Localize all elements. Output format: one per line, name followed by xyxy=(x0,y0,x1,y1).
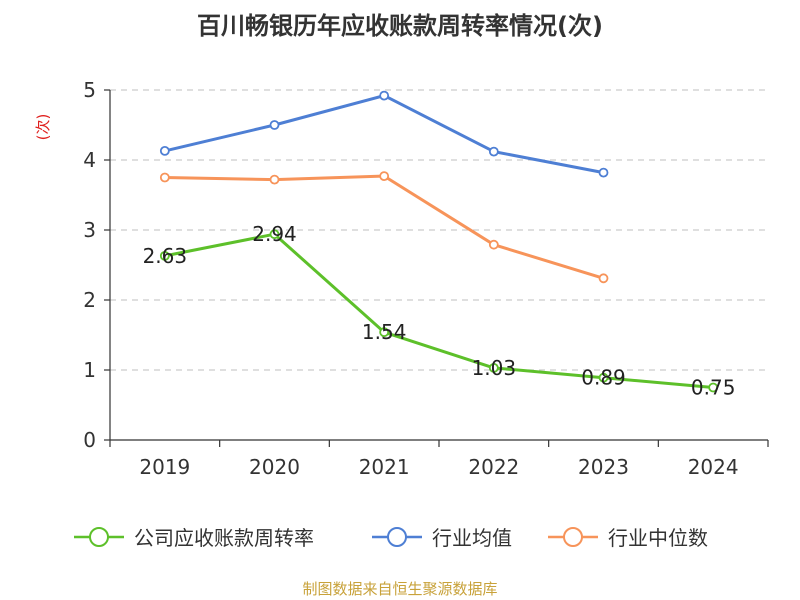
series-1-point-2023 xyxy=(598,167,609,178)
series-2-point-2021 xyxy=(379,171,390,182)
data-label-2019: 2.63 xyxy=(143,244,188,268)
axes: 0 1 2 3 4 5 2019 2020 2021 2022 2023 2024 xyxy=(83,78,769,479)
y-tick-label-0: 0 xyxy=(83,428,96,452)
data-label-2024: 0.75 xyxy=(691,376,736,400)
y-axis-unit: (次) xyxy=(34,114,52,141)
data-label-2020: 2.94 xyxy=(252,222,297,246)
series-2-point-2022 xyxy=(488,239,499,250)
series-0-point-2019 xyxy=(159,250,170,261)
legend-label-1: 行业均值 xyxy=(432,526,512,550)
legend-marker-0 xyxy=(89,527,109,547)
data-source-note: 制图数据来自恒生聚源数据库 xyxy=(302,580,497,598)
x-tick-label-2023: 2023 xyxy=(578,455,629,479)
series-1-point-2020 xyxy=(269,120,280,130)
x-tick-label-2024: 2024 xyxy=(688,455,739,479)
series-2-point-2023 xyxy=(598,273,609,284)
legend-marker-2 xyxy=(563,527,583,547)
series-line-0 xyxy=(164,232,714,389)
y-tick-label-4: 4 xyxy=(83,148,96,172)
data-label-2021: 1.54 xyxy=(362,320,407,344)
data-labels: 2.63 2.94 1.54 1.03 0.89 0.75 xyxy=(143,222,736,399)
data-label-2023: 0.89 xyxy=(581,366,626,390)
x-tick-label-2021: 2021 xyxy=(359,455,410,479)
series-0-point-2022 xyxy=(488,362,499,373)
series-line-2 xyxy=(164,174,604,280)
y-tick-label-2: 2 xyxy=(83,288,96,312)
series-1-point-2022 xyxy=(488,146,499,157)
chart-title: 百川畅银历年应收账款周转率情况(次) xyxy=(197,12,603,40)
legend-marker-1 xyxy=(387,527,407,547)
series-line-1 xyxy=(164,94,604,175)
legend-label-0: 公司应收账款周转率 xyxy=(134,526,314,550)
grid-lines xyxy=(110,89,768,371)
y-tick-label-1: 1 xyxy=(83,358,96,382)
legend-label-2: 行业中位数 xyxy=(608,526,708,550)
series-0-point-2021 xyxy=(379,327,390,338)
series-0-point-2023 xyxy=(598,372,609,383)
series-1-point-2021 xyxy=(379,90,390,101)
y-tick-label-5: 5 xyxy=(83,78,96,102)
x-tick-label-2022: 2022 xyxy=(468,455,519,479)
data-label-2022: 1.03 xyxy=(472,356,517,380)
legend: 公司应收账款周转率 行业均值 行业中位数 xyxy=(74,526,708,550)
series-1-point-2019 xyxy=(159,145,170,156)
y-tick-label-3: 3 xyxy=(83,218,96,242)
series-0-point-2020 xyxy=(269,229,280,240)
series xyxy=(159,90,719,393)
x-tick-label-2020: 2020 xyxy=(249,455,300,479)
x-tick-label-2019: 2019 xyxy=(139,455,190,479)
series-2-point-2020 xyxy=(269,174,280,185)
series-0-point-2024 xyxy=(708,382,719,393)
series-2-point-2019 xyxy=(159,172,170,183)
